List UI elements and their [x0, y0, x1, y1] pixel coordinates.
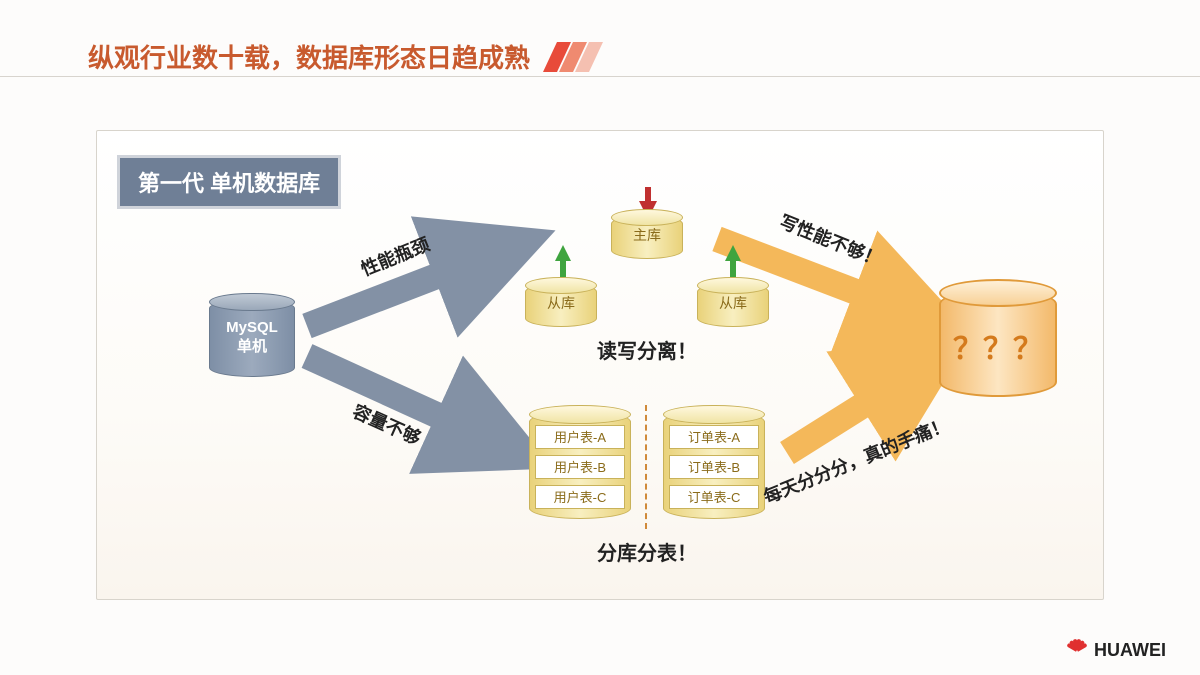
read-arrow-up-icon	[725, 245, 741, 261]
shard-table-label: 用户表-A	[535, 425, 625, 449]
title-underline	[0, 76, 1200, 77]
read-write-split-cluster: 主库 从库 从库 读写分离！	[517, 171, 777, 331]
shard-table-label: 订单表-A	[669, 425, 759, 449]
sharding-caption: 分库分表！	[517, 537, 777, 566]
unknown-db-label: ？？？	[939, 324, 1057, 368]
shard-table-label: 订单表-C	[669, 485, 759, 509]
replica-db-label: 从库	[697, 293, 769, 313]
brand-logo: HUAWEI	[1066, 639, 1166, 661]
shard-table-label: 订单表-B	[669, 455, 759, 479]
shard-divider	[645, 405, 647, 529]
sharding-cluster: 用户表-A 用户表-B 用户表-C 订单表-A 订单表-B 订单表-C 分库分表…	[517, 403, 777, 563]
mysql-single-db-icon: MySQL 单机	[209, 299, 295, 377]
shard-db-left-icon: 用户表-A 用户表-B 用户表-C	[529, 411, 631, 519]
replica-db-label: 从库	[525, 293, 597, 313]
mysql-label-line1: MySQL	[209, 319, 295, 338]
replica-db-icon: 从库	[697, 283, 769, 327]
read-arrow-up-icon	[555, 245, 571, 261]
slide-title-bar: 纵观行业数十载，数据库形态日趋成熟	[0, 38, 1200, 75]
shard-table-label: 用户表-C	[535, 485, 625, 509]
primary-db-icon: 主库	[611, 215, 683, 259]
title-stripe-decoration	[550, 42, 598, 72]
shard-db-right-icon: 订单表-A 订单表-B 订单表-C	[663, 411, 765, 519]
shard-table-label: 用户表-B	[535, 455, 625, 479]
slide-title: 纵观行业数十载，数据库形态日趋成熟	[88, 38, 530, 75]
read-write-split-caption: 读写分离！	[517, 335, 777, 364]
primary-db-label: 主库	[611, 225, 683, 245]
brand-petals-icon	[1066, 639, 1088, 661]
replica-db-icon: 从库	[525, 283, 597, 327]
brand-text: HUAWEI	[1094, 640, 1166, 661]
diagram-panel: 第一代 单机数据库 MySQL 单机 主库	[96, 130, 1104, 600]
mysql-label-line2: 单机	[209, 338, 295, 357]
mysql-label: MySQL 单机	[209, 319, 295, 357]
unknown-db-icon: ？？？	[939, 289, 1057, 397]
